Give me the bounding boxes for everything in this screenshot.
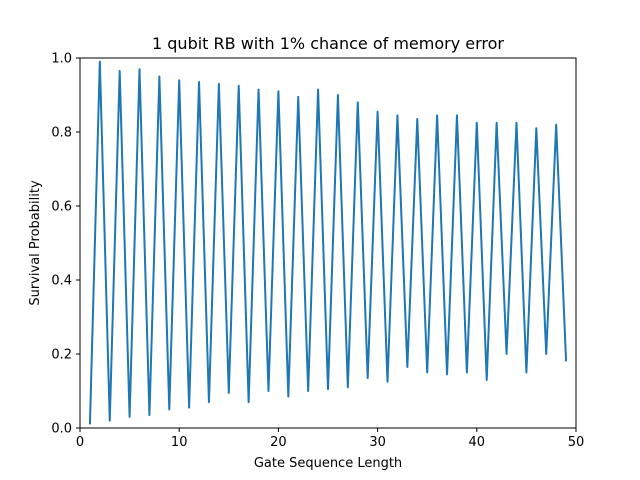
- x-axis: 0 10 20 30 40 50: [76, 428, 584, 450]
- x-tick-label: 30: [369, 435, 386, 450]
- plot-frame: [79, 57, 577, 429]
- x-tick-label: 10: [171, 435, 188, 450]
- chart-title: 1 qubit RB with 1% chance of memory erro…: [152, 34, 504, 53]
- y-tick-label: 0.4: [51, 274, 72, 289]
- x-axis-label: Gate Sequence Length: [254, 456, 402, 471]
- y-tick-label: 1.0: [51, 52, 72, 67]
- x-tick-label: 20: [270, 435, 287, 450]
- x-tick-label: 0: [76, 435, 84, 450]
- x-tick-label: 50: [568, 435, 585, 450]
- series-line: [88, 60, 568, 425]
- y-tick-label: 0.8: [51, 126, 72, 141]
- plot-area: [88, 60, 568, 425]
- x-tick-label: 40: [469, 435, 486, 450]
- y-tick-label: 0.2: [51, 348, 72, 363]
- y-axis: 0.0 0.2 0.4 0.6 0.8 1.0: [51, 52, 80, 437]
- y-tick-label: 0.6: [51, 200, 72, 215]
- y-axis-label: Survival Probability: [28, 180, 43, 306]
- y-tick-label: 0.0: [51, 422, 72, 437]
